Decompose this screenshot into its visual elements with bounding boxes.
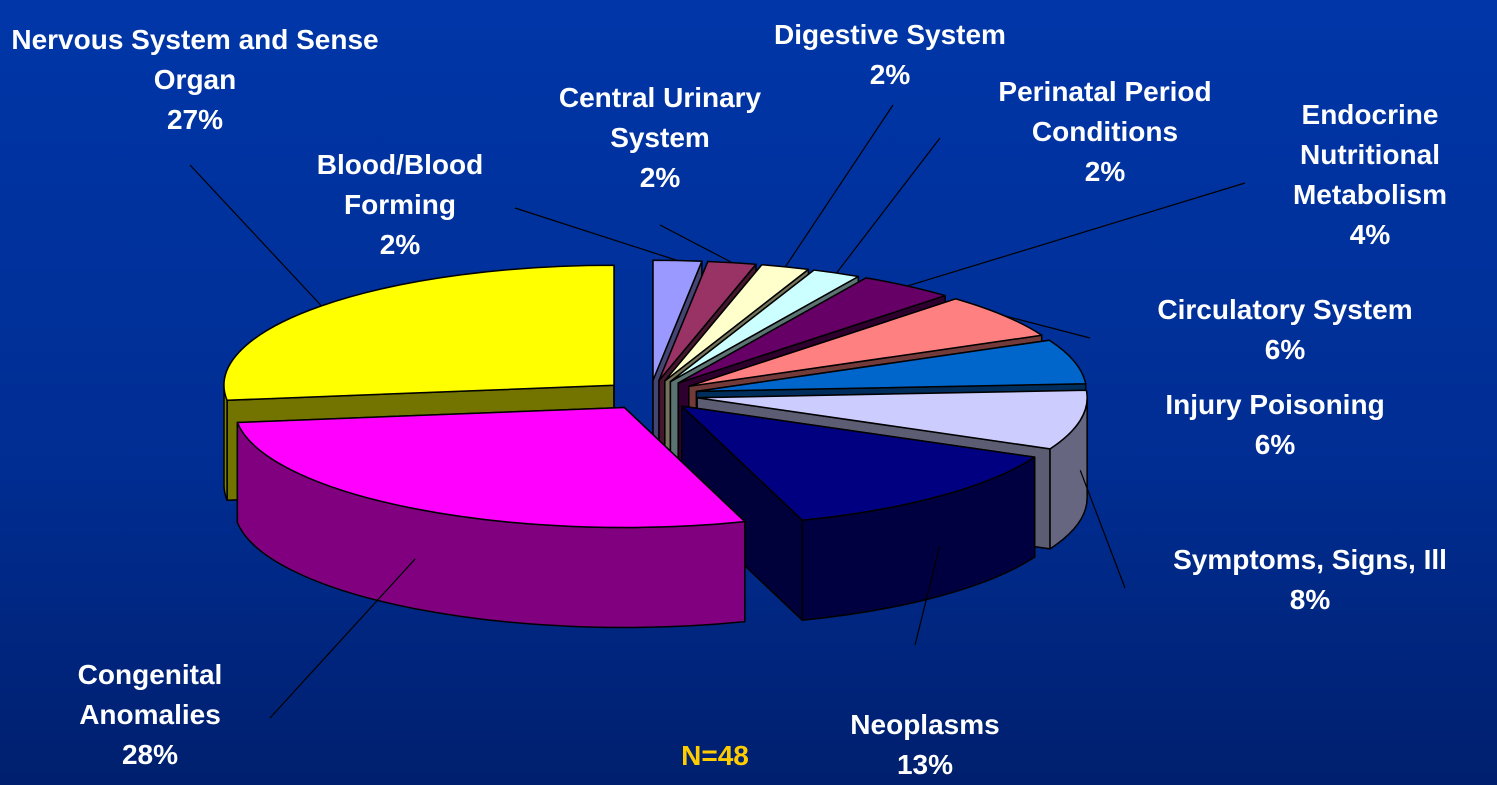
label-name: Endocrine Nutritional Metabolism xyxy=(1292,99,1448,210)
label-name: Congenital Anomalies xyxy=(77,659,223,730)
slice-top xyxy=(688,298,1043,388)
slice-top xyxy=(664,263,810,382)
label-value: 4% xyxy=(1349,219,1391,250)
leader-line xyxy=(914,545,941,646)
leader-line xyxy=(784,104,894,268)
leader-line xyxy=(514,207,678,262)
label-name: Central Urinary System xyxy=(558,82,762,153)
label-name: Circulatory System xyxy=(1157,294,1413,325)
label-name: Symptoms, Signs, Ill xyxy=(1173,544,1447,575)
label-value: 6% xyxy=(1254,429,1296,460)
slice xyxy=(236,406,746,629)
slice-top xyxy=(669,269,860,383)
slice-top xyxy=(652,259,703,382)
label-name: Neoplasms xyxy=(850,709,1000,740)
leader-line xyxy=(659,224,733,264)
data-label: Neoplasms 13% xyxy=(815,705,1035,785)
data-label: Blood/Blood Forming 2% xyxy=(280,145,520,265)
data-label: Congenital Anomalies 28% xyxy=(50,655,250,775)
data-label: Central Urinary System 2% xyxy=(515,78,805,198)
slice-top xyxy=(223,264,615,402)
data-label: Endocrine Nutritional Metabolism 4% xyxy=(1260,95,1480,255)
data-label: Circulatory System 6% xyxy=(1110,290,1460,370)
label-name: Injury Poisoning xyxy=(1165,389,1385,420)
slice-top xyxy=(695,339,1087,393)
label-value: 2% xyxy=(639,162,681,193)
data-label: Injury Poisoning 6% xyxy=(1115,385,1435,465)
data-label: Symptoms, Signs, Ill 8% xyxy=(1120,540,1497,620)
label-value: 8% xyxy=(1289,584,1331,615)
leader-line xyxy=(189,164,322,307)
label-name: Digestive System xyxy=(774,19,1006,50)
slice xyxy=(680,405,1036,621)
slice-wall xyxy=(223,384,228,502)
annotation: N=48 xyxy=(681,740,749,771)
label-value: 2% xyxy=(379,229,421,260)
label-value: 2% xyxy=(869,59,911,90)
slice-top xyxy=(680,405,1036,521)
leader-line xyxy=(1004,315,1091,339)
label-value: 2% xyxy=(1084,156,1126,187)
label-name: Perinatal Period Conditions xyxy=(998,76,1212,147)
label-value: 6% xyxy=(1264,334,1306,365)
label-name: Blood/Blood Forming xyxy=(316,149,484,220)
label-value: 13% xyxy=(896,749,954,780)
leader-line xyxy=(907,182,1246,287)
data-label: Digestive System 2% xyxy=(725,15,1055,95)
slice-top xyxy=(236,406,746,529)
label-name: Nervous System and Sense Organ xyxy=(11,24,379,95)
data-label: Perinatal Period Conditions 2% xyxy=(945,72,1265,192)
slice-top xyxy=(696,389,1088,450)
label-value: 28% xyxy=(121,739,179,770)
data-label: Nervous System and Sense Organ 27% xyxy=(0,20,390,140)
label-value: 27% xyxy=(166,104,224,135)
leader-line xyxy=(269,558,416,719)
leader-line xyxy=(836,137,941,274)
leader-line xyxy=(1079,470,1126,589)
